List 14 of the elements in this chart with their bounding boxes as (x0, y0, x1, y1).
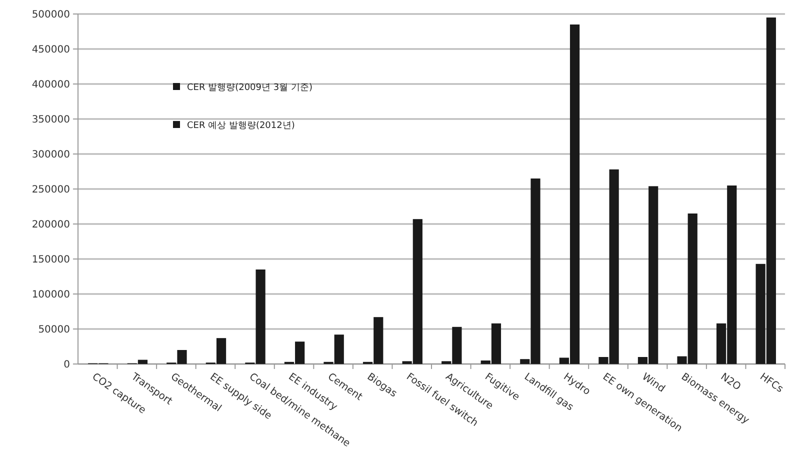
y-tick-label: 50000 (38, 324, 70, 336)
legend-label: CER 발행량(2009년 3월 기준) (187, 83, 312, 93)
y-tick-label: 200000 (32, 220, 70, 230)
y-tick-label: 0 (64, 360, 70, 370)
y-tick-label: 150000 (32, 254, 70, 266)
y-tick-label: 450000 (32, 44, 70, 56)
x-tick-label: N2O (718, 371, 743, 393)
y-tick-label: 400000 (32, 80, 70, 90)
y-tick-label: 300000 (32, 150, 70, 160)
y-tick-label: 500000 (32, 10, 70, 20)
y-tick-label: 100000 (32, 290, 70, 300)
y-tick-label: 350000 (32, 114, 70, 126)
y-tick-label: 250000 (32, 184, 70, 196)
legend-label: CER 예상 발행량(2012년) (187, 121, 295, 131)
